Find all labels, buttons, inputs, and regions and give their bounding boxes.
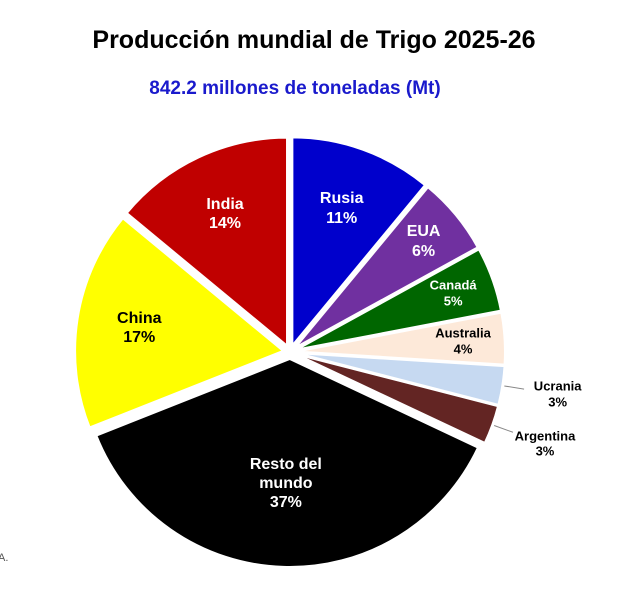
slice-label: EUA 6%	[407, 222, 441, 260]
slice-name: Resto del mundo	[249, 455, 322, 493]
slice-name: Ucrania	[533, 378, 582, 394]
slice-label: Australia 4%	[435, 326, 491, 357]
slice-value: 5%	[443, 293, 463, 309]
leader-line	[504, 385, 525, 390]
slice-label: Rusia 11%	[320, 189, 364, 227]
pie-slice	[74, 216, 286, 429]
pie-slice	[296, 352, 506, 407]
slice-value: 3%	[535, 443, 555, 459]
slice-label: China 17%	[117, 309, 161, 347]
slice-name: India	[206, 195, 244, 213]
slice-name: Canadá	[429, 277, 477, 293]
slice-label: Ucrania 3%	[534, 379, 582, 410]
pie-slice	[296, 311, 506, 366]
chart-subtitle: 842.2 millones de toneladas (Mt)	[149, 78, 441, 99]
slice-label: India 14%	[206, 195, 243, 233]
chart-title: Producción mundial de Trigo 2025-26	[92, 26, 536, 54]
slice-label: Resto del mundo 37%	[231, 455, 341, 513]
slice-value: 4%	[453, 341, 473, 357]
slice-label: Argentina 3%	[515, 428, 576, 459]
slice-label: Canadá 5%	[430, 278, 477, 309]
slice-name: Argentina	[514, 428, 576, 444]
slice-name: EUA	[406, 223, 441, 241]
pie-slice	[296, 353, 500, 445]
pie-slice	[95, 357, 480, 568]
slice-name: China	[117, 309, 162, 327]
leader-line	[494, 425, 514, 433]
slice-value: 6%	[412, 242, 436, 260]
pie-slice	[294, 185, 480, 349]
slice-name: Rusia	[319, 190, 364, 208]
pie-slice	[296, 248, 503, 351]
slice-value: 3%	[548, 394, 568, 410]
slice-value: 11%	[326, 209, 358, 227]
slice-value: 14%	[209, 214, 242, 232]
footnote: A.	[0, 552, 9, 564]
pie-slice	[291, 136, 427, 349]
slice-value: 17%	[123, 329, 156, 347]
pie-slice	[125, 136, 289, 348]
slice-value: 37%	[269, 494, 302, 512]
slice-name: Australia	[435, 325, 491, 341]
